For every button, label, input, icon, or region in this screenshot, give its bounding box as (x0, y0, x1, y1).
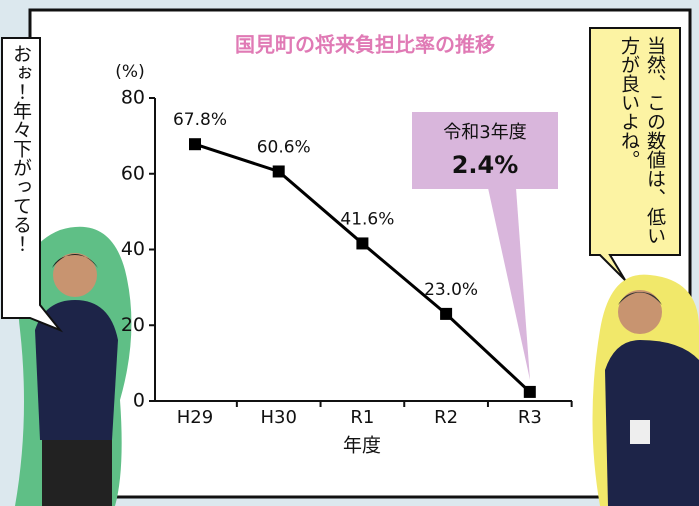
y-axis-label: (%) (115, 62, 144, 82)
hair (618, 292, 662, 305)
chart-title: 国見町の将来負担比率の推移 (235, 33, 495, 57)
y-tick-label: 20 (121, 314, 145, 336)
speech-bubble (589, 27, 681, 281)
marker (440, 307, 453, 320)
value-label: 41.6% (340, 209, 394, 229)
speech-text: おぉ！年々下がってる！ (10, 44, 32, 253)
value-label: 67.8% (173, 110, 227, 130)
head (53, 253, 97, 297)
hair (52, 254, 98, 268)
x-tick-label: H30 (260, 407, 296, 428)
x-tick-label: R2 (434, 407, 458, 428)
x-tick-label: R3 (518, 407, 542, 428)
pants (42, 440, 112, 506)
x-tick-label: R1 (350, 407, 374, 428)
marker (523, 385, 536, 398)
y-tick-label: 40 (121, 238, 145, 260)
value-label: 2.4% (452, 151, 519, 179)
shirt (605, 340, 699, 506)
callout-pointer (488, 188, 530, 380)
marker (356, 237, 369, 250)
y-tick-label: 0 (133, 390, 145, 412)
callout-title: 令和3年度 (443, 122, 526, 143)
value-label: 23.0% (424, 280, 478, 300)
panel (28, 8, 692, 499)
x-axis-label: 年度 (343, 435, 381, 457)
y-tick-label: 80 (121, 87, 145, 109)
value-label: 60.6% (257, 137, 311, 157)
marker (189, 138, 201, 151)
marker (272, 165, 285, 178)
head (618, 290, 662, 334)
callout (412, 112, 558, 189)
badge (630, 420, 650, 444)
shirt (35, 300, 118, 440)
speech-bubble (1, 37, 64, 333)
x-tick-label: H29 (177, 407, 213, 428)
speech-text: 当然、この数値は、低い方が良いよね。 (618, 36, 666, 245)
y-tick-label: 60 (121, 162, 145, 184)
